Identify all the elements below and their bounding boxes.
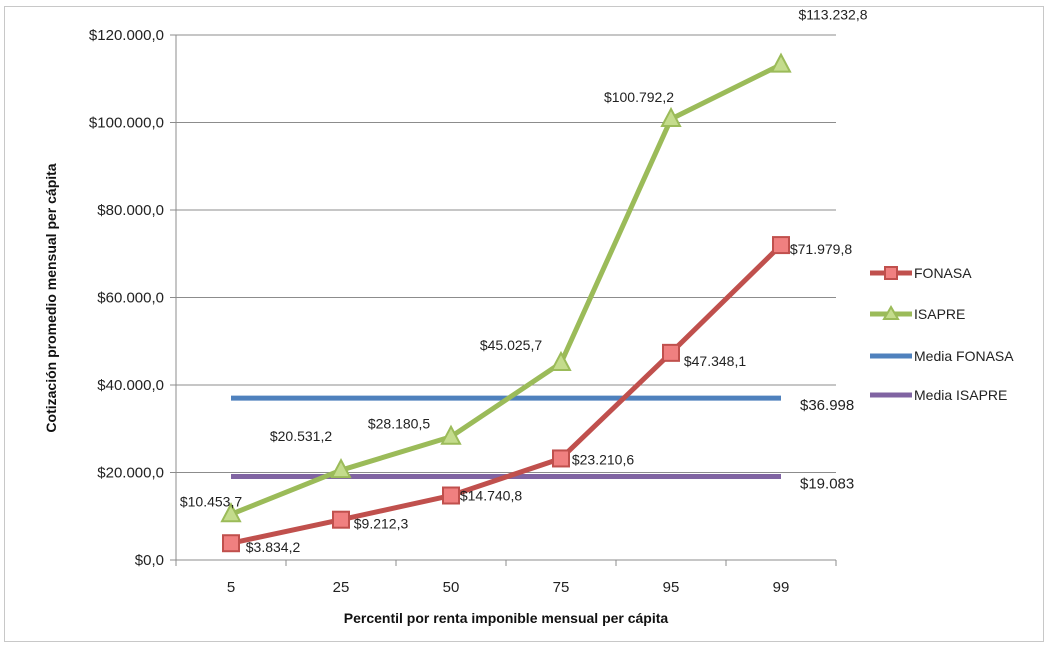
fonasa-point bbox=[662, 343, 680, 362]
fonasa-point bbox=[552, 449, 570, 468]
fonasa-point bbox=[222, 534, 240, 553]
isapre-point bbox=[220, 502, 242, 523]
fonasa-data-label: $71.979,8 bbox=[790, 241, 852, 257]
y-tick-label: $120.000,0 bbox=[89, 27, 164, 44]
legend-label: FONASA bbox=[914, 265, 972, 281]
fonasa-point bbox=[332, 510, 350, 529]
mean-end-label: $36.998 bbox=[800, 397, 854, 414]
series-lines bbox=[220, 52, 792, 553]
legend-marker bbox=[884, 266, 898, 280]
x-tick-label: 75 bbox=[553, 579, 570, 596]
mean-end-label: $19.083 bbox=[800, 476, 854, 493]
fonasa-data-label: $47.348,1 bbox=[684, 353, 746, 369]
fonasa-data-label: $9.212,3 bbox=[354, 516, 409, 532]
series-line-fonasa bbox=[230, 243, 783, 546]
isapre-data-label: $113.232,8 bbox=[798, 7, 867, 23]
gridlines bbox=[176, 34, 836, 473]
y-tick-label: $80.000,0 bbox=[97, 202, 164, 219]
isapre-point bbox=[770, 52, 792, 73]
y-tick-label: $0,0 bbox=[135, 552, 164, 569]
isapre-point bbox=[330, 458, 352, 479]
legend-label: ISAPRE bbox=[914, 306, 965, 322]
x-tick-label: 99 bbox=[773, 579, 790, 596]
x-axis-title: Percentil por renta imponible mensual pe… bbox=[344, 610, 669, 626]
legend-marker bbox=[882, 305, 900, 320]
y-tick-label: $20.000,0 bbox=[97, 465, 164, 482]
y-tick-label: $60.000,0 bbox=[97, 290, 164, 307]
isapre-point bbox=[660, 106, 682, 128]
fonasa-data-label: $14.740,8 bbox=[460, 488, 522, 504]
isapre-data-label: $20.531,2 bbox=[270, 428, 332, 444]
isapre-point bbox=[440, 424, 462, 445]
isapre-data-label: $10.453,7 bbox=[180, 493, 242, 509]
y-tick-label: $100.000,0 bbox=[89, 115, 164, 132]
legend-label: Media ISAPRE bbox=[914, 387, 1007, 403]
x-tick-label: 5 bbox=[227, 579, 235, 596]
x-tick-label: 50 bbox=[443, 579, 460, 596]
fonasa-point bbox=[772, 236, 790, 255]
fonasa-data-label: $3.834,2 bbox=[246, 539, 301, 555]
fonasa-data-label: $23.210,6 bbox=[572, 451, 634, 467]
series-line-isapre bbox=[230, 62, 783, 517]
isapre-point bbox=[550, 350, 572, 372]
isapre-data-label: $45.025,7 bbox=[480, 337, 542, 353]
x-tick-label: 25 bbox=[333, 579, 350, 596]
fonasa-point bbox=[442, 486, 460, 505]
y-axis: $0,0 $20.000,0 $40.000,0 $60.000,0 $80.000,0… bbox=[89, 27, 177, 569]
legend: FONASA ISAPRE Media FONASA Media ISAPRE bbox=[870, 265, 1014, 403]
chart-frame bbox=[4, 6, 1044, 642]
data-labels: $3.834,2 $9.212,3 $14.740,8 $23.210,6 $47.34… bbox=[180, 7, 868, 556]
x-axis: 5 25 50 75 95 99 bbox=[175, 559, 837, 596]
x-tick-label: 95 bbox=[663, 579, 680, 596]
legend-label: Media FONASA bbox=[914, 348, 1014, 364]
isapre-data-label: $28.180,5 bbox=[368, 416, 430, 432]
y-axis-title: Cotización promedio mensual per cápita bbox=[43, 163, 59, 432]
isapre-data-label: $100.792,2 bbox=[604, 89, 674, 105]
y-tick-label: $40.000,0 bbox=[97, 377, 164, 394]
